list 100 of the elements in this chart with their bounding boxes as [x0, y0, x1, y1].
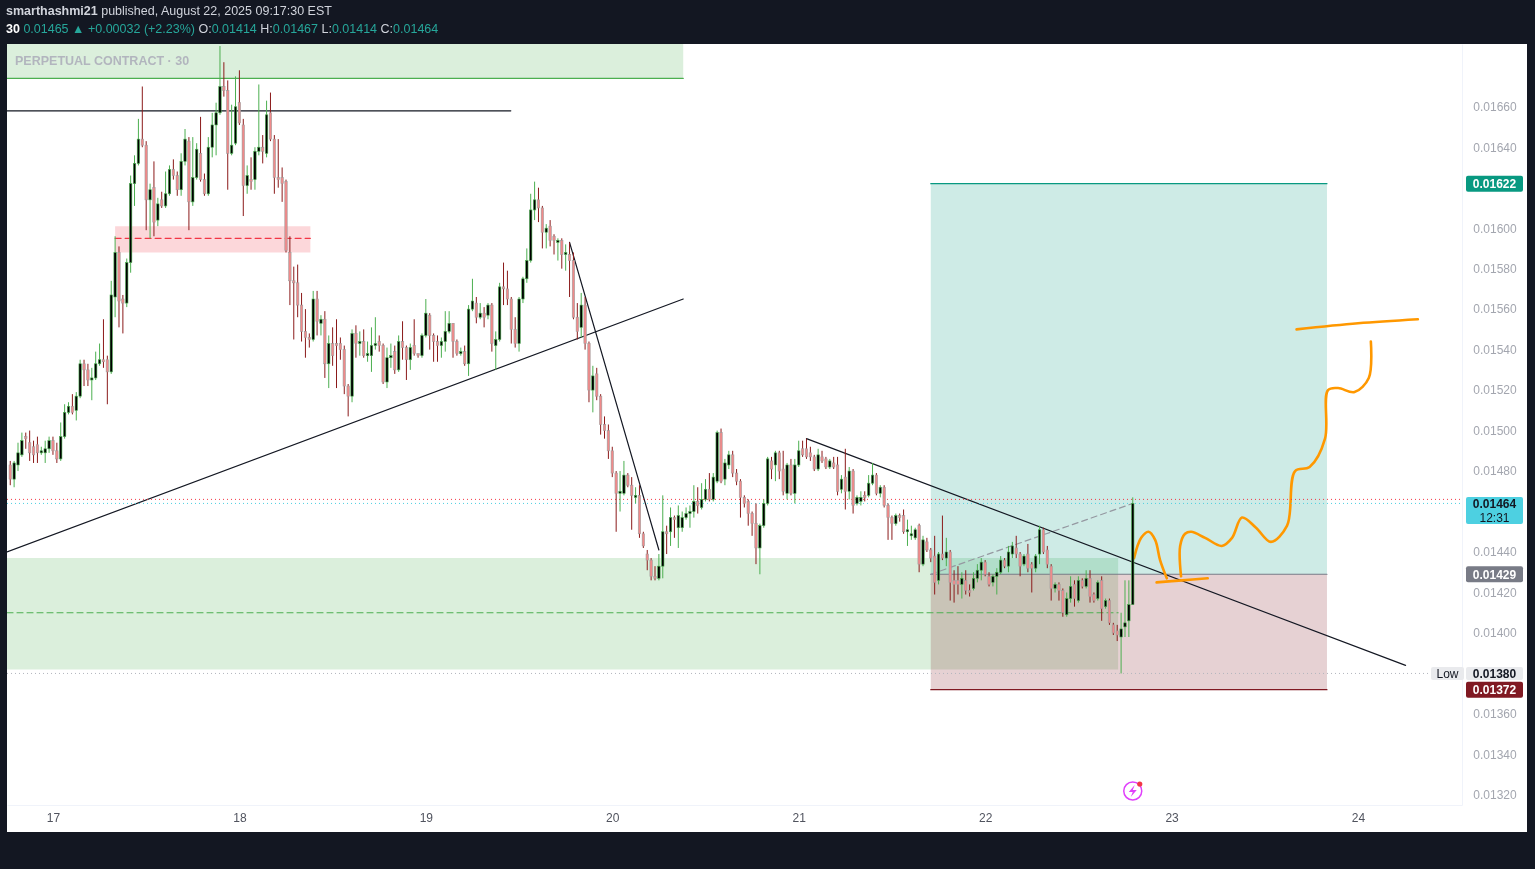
y-tick-label: 0.01600 — [1473, 221, 1518, 236]
candlestick — [960, 571, 964, 600]
candlestick — [148, 183, 152, 239]
candlestick — [579, 292, 583, 338]
text: 0.01429 — [1472, 567, 1517, 582]
candlestick — [1096, 579, 1100, 602]
candlestick — [696, 486, 700, 515]
x-tick-label: 22 — [978, 810, 993, 825]
y-tick-label: 0.01440 — [1473, 545, 1518, 560]
candlestick — [1053, 581, 1057, 593]
candlestick — [1076, 575, 1080, 604]
candlestick — [32, 440, 36, 464]
ref-line-label: Low 0.01380 — [1436, 666, 1517, 681]
candlestick — [451, 322, 455, 359]
x-tick-label: 24 — [1351, 810, 1366, 825]
candlestick — [474, 296, 478, 324]
candlestick — [482, 306, 486, 328]
candlestick — [354, 324, 358, 359]
candlestick — [358, 330, 362, 357]
candlestick — [362, 328, 366, 359]
x-tick-label: 21 — [792, 810, 807, 825]
text: 30 0.01465 ▲ +0.00032 (+2.23%) O:0.01414 H:0.01467 L:0.01414 C:0.01464 — [6, 22, 439, 36]
candlestick — [156, 197, 160, 227]
candlestick — [847, 466, 851, 500]
candlestick — [319, 314, 323, 336]
candlestick — [556, 237, 560, 262]
chart-title: smarthashmi21 published, August 22, 2025 09:17:30 EST — [6, 4, 333, 18]
candlestick — [781, 450, 785, 496]
candlestick — [618, 470, 622, 513]
candlestick — [874, 472, 878, 496]
candlestick — [1072, 579, 1076, 608]
candlestick — [964, 569, 968, 596]
y-tick-label: 0.01560 — [1473, 302, 1518, 317]
candlestick — [82, 359, 86, 387]
candlestick — [245, 164, 249, 195]
candlestick — [999, 555, 1003, 575]
candlestick — [8, 460, 12, 486]
candlestick — [770, 456, 774, 480]
x-tick-label: 23 — [1165, 810, 1180, 825]
candlestick — [404, 345, 408, 381]
candlestick — [707, 472, 711, 502]
candlestick — [940, 515, 944, 561]
candlestick — [86, 363, 90, 387]
candlestick — [35, 436, 39, 464]
candlestick — [867, 474, 871, 498]
candlestick — [164, 171, 168, 209]
candlestick — [902, 509, 906, 535]
candlestick — [700, 482, 704, 511]
candlestick — [28, 430, 32, 462]
candlestick — [303, 308, 307, 359]
candlestick — [816, 448, 820, 472]
candlestick — [230, 104, 234, 156]
y-tick-label: 0.01400 — [1473, 626, 1518, 641]
y-tick-label: 0.01340 — [1473, 747, 1518, 762]
candlestick — [843, 448, 847, 511]
candlestick — [1084, 569, 1088, 589]
y-tick-label: 0.01360 — [1473, 707, 1518, 722]
x-tick-label: 20 — [606, 810, 620, 825]
candlestick — [676, 504, 680, 549]
candlestick — [630, 476, 634, 531]
ref-line-label: 0.01464 12:31 — [1472, 496, 1517, 525]
candlestick — [261, 134, 265, 164]
candlestick — [331, 326, 335, 367]
candlestick — [839, 474, 843, 494]
y-tick-label: 0.01500 — [1473, 423, 1518, 438]
y-tick-label: 0.01520 — [1473, 383, 1518, 398]
candlestick — [401, 320, 405, 361]
y-tick-label: 0.01320 — [1473, 788, 1518, 803]
candlestick — [315, 290, 319, 336]
candlestick — [665, 525, 669, 555]
candlestick — [859, 490, 863, 506]
candlestick — [101, 318, 105, 369]
candlestick — [1088, 569, 1092, 604]
y-tick-label: 0.01580 — [1473, 262, 1518, 276]
candlestick — [979, 557, 983, 581]
candlestick — [773, 450, 777, 482]
candlestick — [463, 345, 467, 367]
candlestick — [369, 326, 373, 373]
candlestick — [408, 343, 412, 371]
candlestick — [669, 506, 673, 547]
candlestick — [249, 156, 253, 191]
annotation: PERPETUAL CONTRACT · 30 — [15, 54, 190, 68]
candlestick — [680, 511, 684, 533]
candlestick — [393, 345, 397, 375]
x-tick-label: 17 — [46, 810, 61, 825]
text: 0.01622 — [1472, 176, 1517, 191]
candlestick — [905, 519, 909, 547]
x-tick-label: 19 — [419, 810, 434, 825]
candlestick — [502, 262, 506, 306]
y-tick-label: 0.01480 — [1473, 464, 1518, 479]
y-tick-label: 0.01420 — [1473, 585, 1518, 600]
candlestick — [327, 334, 331, 389]
candlestick — [564, 243, 568, 272]
candlestick — [335, 318, 339, 389]
candlestick — [435, 334, 439, 363]
candlestick — [43, 440, 47, 464]
candlestick — [366, 341, 370, 363]
candlestick — [672, 515, 676, 539]
y-tick-label: 0.01540 — [1473, 342, 1518, 357]
candlestick — [412, 318, 416, 357]
